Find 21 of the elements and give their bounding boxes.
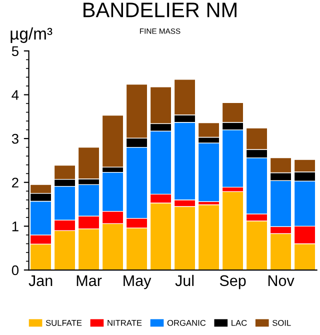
- legend-label: SOIL: [272, 320, 291, 326]
- x-tick-label: May: [124, 275, 152, 290]
- x-tick-label: Nov: [268, 275, 294, 286]
- y-tick-label: 1: [12, 222, 18, 232]
- y-axis-title: µg/m³: [10, 27, 52, 43]
- bar: [222, 191, 244, 270]
- y-tick-label: 3: [12, 134, 18, 144]
- y-tick-label: 0: [12, 265, 19, 276]
- legend-label: NITRATE: [108, 320, 142, 326]
- y-tick-label: 2: [12, 178, 18, 188]
- x-tick-label: Jul: [175, 274, 194, 286]
- y-tick-label: 5: [12, 46, 18, 56]
- y-tick-label: 4: [12, 90, 19, 100]
- legend-label: LAC: [232, 320, 247, 326]
- legend-label: ORGANIC: [167, 320, 206, 326]
- bar: [198, 204, 220, 270]
- x-tick-label: Mar: [76, 275, 102, 286]
- legend-label: SULFATE: [46, 320, 82, 326]
- chart-title: BANDELIER NM: [84, 2, 236, 18]
- x-tick-label: Jan: [28, 275, 52, 286]
- x-tick-label: Sep: [220, 275, 246, 290]
